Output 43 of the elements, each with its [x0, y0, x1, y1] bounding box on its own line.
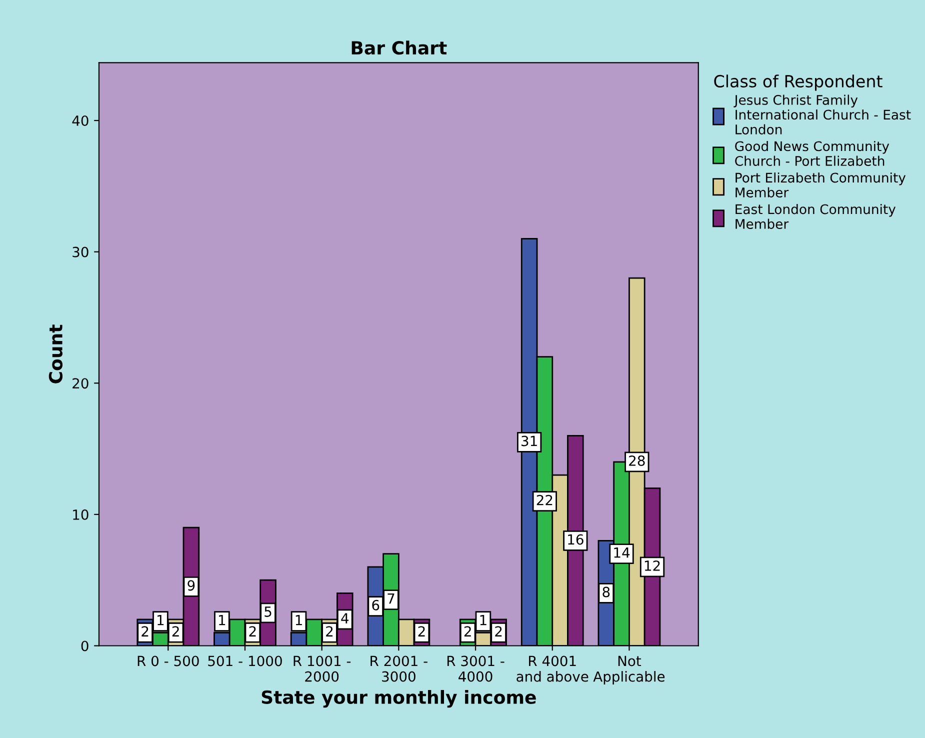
y-tick-label: 20: [72, 378, 88, 389]
y-axis-title: Count: [48, 324, 63, 384]
x-tick-label: Not Applicable: [593, 656, 665, 684]
data-label: 2: [418, 626, 425, 636]
data-label: 2: [172, 626, 179, 636]
chart-title: Bar Chart: [352, 40, 447, 55]
data-label: 2: [464, 626, 471, 636]
data-label: 14: [614, 548, 630, 558]
x-axis-title: State your monthly income: [262, 690, 536, 708]
data-label: 16: [568, 534, 584, 545]
data-label: 7: [388, 594, 394, 604]
data-label: 12: [644, 560, 660, 571]
x-tick-label: R 2001 - 3000: [370, 656, 428, 682]
y-tick-label: 40: [72, 115, 88, 126]
data-label: 1: [296, 615, 302, 626]
legend-label: Jesus Christ Family International Church - East London: [734, 94, 911, 134]
data-label: 1: [158, 615, 164, 626]
legend-title: Class of Respondent: [714, 74, 882, 91]
data-label: 2: [495, 626, 502, 636]
data-label: 9: [188, 580, 195, 591]
x-tick-label: R 3001 - 4000: [447, 656, 504, 682]
x-tick-label: R 0 - 500: [138, 656, 199, 666]
data-label: 8: [602, 586, 610, 598]
data-label: 6: [372, 600, 380, 610]
y-tick-label: 0: [81, 640, 88, 652]
data-label: 2: [326, 626, 333, 636]
legend-label: East London Community Member: [736, 204, 896, 229]
data-label: 22: [536, 494, 552, 506]
data-label: 2: [249, 626, 256, 636]
data-label: 1: [219, 615, 226, 626]
legend-label: Port Elizabeth Community Member: [736, 172, 906, 198]
y-tick-label: 10: [73, 509, 88, 520]
x-tick-label: R 4001 and above: [516, 656, 588, 682]
legend-label: Good News Community Church - Port Elizabeth: [735, 140, 890, 166]
data-label: 4: [341, 613, 349, 624]
x-tick-label: R 1001 - 2000: [294, 656, 351, 682]
x-tick-label: 501 - 1000: [208, 656, 282, 666]
data-label: 5: [264, 606, 272, 617]
y-tick-label: 30: [72, 246, 88, 258]
data-label: 31: [522, 436, 537, 446]
data-label: 1: [480, 615, 486, 626]
data-label: 2: [142, 626, 148, 636]
data-label: 28: [629, 455, 645, 466]
